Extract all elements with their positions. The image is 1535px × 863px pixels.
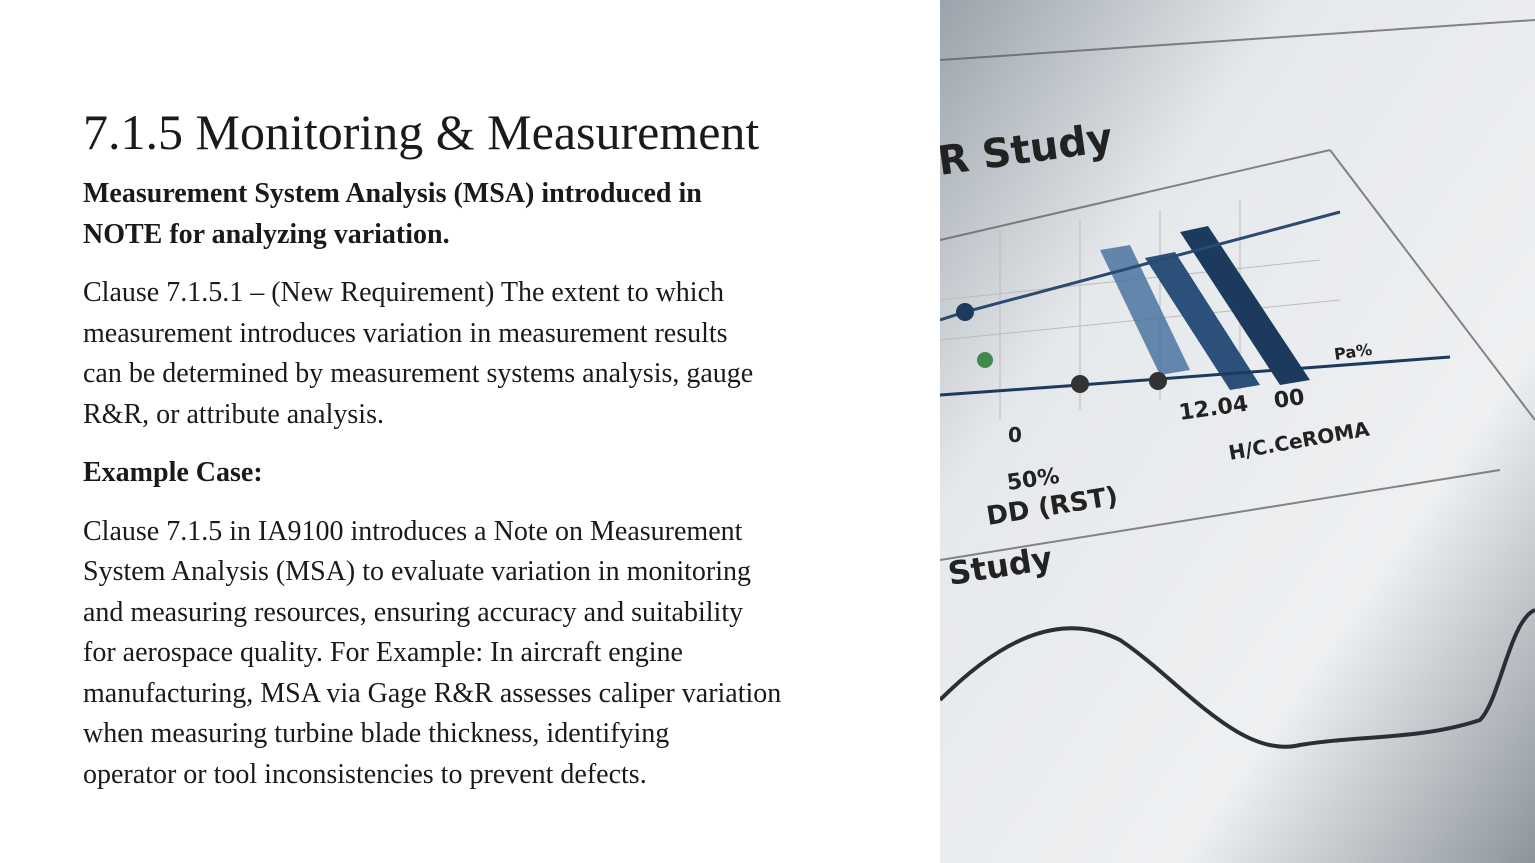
curve-line [940, 608, 1535, 749]
photo-illustration: R Study 12.04 00 0 50% DD (RST) H/C.CeRO… [940, 0, 1535, 863]
example-line: manufacturing, MSA via Gage R&R assesses… [83, 677, 782, 709]
example-line: System Analysis (MSA) to evaluate variat… [83, 556, 752, 587]
example-paragraph: Clause 7.1.5 in IA9100 introduces a Note… [83, 512, 913, 796]
clause-line: R&R, or attribute analysis. [83, 398, 384, 430]
subtitle-line: NOTE for analyzing variation. [83, 218, 450, 250]
clause-paragraph: Clause 7.1.5.1 – (New Requirement) The e… [83, 273, 913, 435]
bar [1100, 245, 1190, 375]
bar [1145, 252, 1260, 390]
example-line: Clause 7.1.5 in IA9100 introduces a Note… [83, 515, 743, 547]
paper-background [940, 0, 1535, 863]
photo-label: 00 [1272, 385, 1306, 414]
photo-label: 0 [1008, 423, 1022, 447]
clause-line: can be determined by measurement systems… [83, 358, 754, 389]
example-line: operator or tool inconsistencies to prev… [83, 758, 647, 790]
example-line: and measuring resources, ensuring accura… [83, 596, 744, 628]
clause-line: Clause 7.1.5.1 – (New Requirement) The e… [83, 277, 724, 308]
subtitle-line: Measurement System Analysis (MSA) introd… [83, 178, 702, 209]
slide-text: 7.1.5 Monitoring & Measurement Measureme… [83, 100, 913, 813]
slide-title: 7.1.5 Monitoring & Measurement [83, 104, 760, 160]
gauge-rr-study-photo: R Study 12.04 00 0 50% DD (RST) H/C.CeRO… [940, 0, 1535, 863]
example-heading-text: Example Case: [83, 457, 263, 488]
bar [1180, 226, 1310, 385]
subtitle: Measurement System Analysis (MSA) introd… [83, 174, 913, 255]
example-heading: Example Case: [83, 453, 913, 494]
example-line: for aerospace quality. For Example: In a… [83, 637, 683, 668]
example-line: when measuring turbine blade thickness, … [83, 718, 670, 749]
clause-line: measurement introduces variation in meas… [83, 317, 728, 349]
